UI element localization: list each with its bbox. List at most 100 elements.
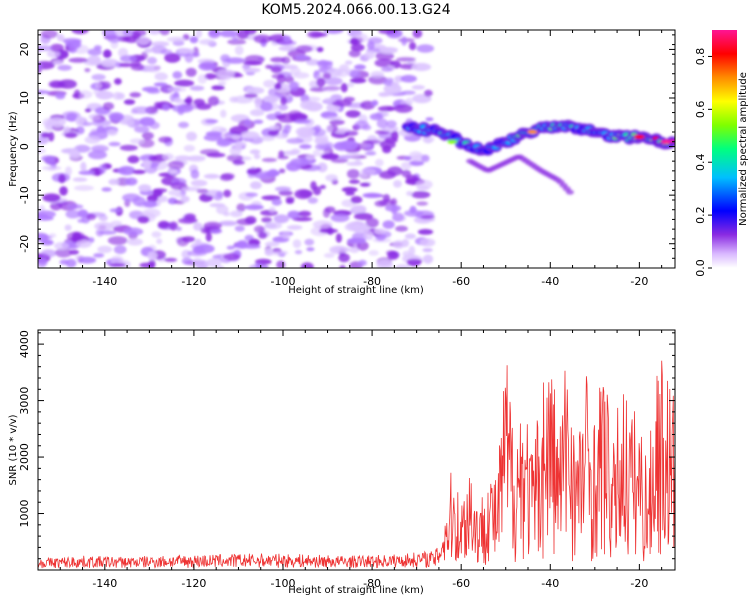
noise-blob (378, 30, 398, 35)
noise-blob (356, 241, 369, 251)
signal-peak (634, 134, 645, 139)
noise-blob (146, 89, 161, 94)
noise-blob (134, 125, 150, 133)
noise-blob (58, 79, 77, 89)
noise-blob (368, 75, 387, 85)
noise-blob (102, 30, 117, 37)
noise-blob (48, 80, 64, 89)
noise-blob (409, 160, 424, 166)
noise-blob (40, 30, 58, 39)
noise-blob (371, 100, 379, 106)
noise-blob (84, 108, 92, 113)
x-tick-label: -20 (630, 275, 648, 288)
noise-blob (78, 256, 97, 264)
noise-blob (98, 230, 117, 235)
noise-blob (38, 210, 56, 218)
noise-blob (197, 74, 208, 84)
noise-blob (317, 59, 329, 69)
noise-blob (240, 131, 260, 140)
noise-blob (65, 166, 72, 177)
noise-blob (294, 250, 303, 255)
noise-blob (158, 136, 172, 143)
noise-blob (297, 127, 314, 138)
noise-blob (422, 254, 434, 264)
noise-blob (368, 250, 379, 256)
noise-blob (184, 52, 194, 63)
noise-blob (220, 109, 227, 118)
noise-blob (292, 217, 313, 222)
noise-blob (236, 203, 246, 212)
noise-blob (244, 204, 264, 211)
noise-blob (226, 154, 243, 162)
noise-blob (339, 265, 346, 268)
noise-blob (195, 30, 203, 38)
noise-blob (173, 97, 182, 102)
noise-blob (42, 193, 61, 202)
y-tick-label: 2000 (18, 443, 31, 471)
noise-blob (234, 225, 245, 232)
noise-blob (157, 220, 170, 229)
noise-blob (364, 51, 375, 60)
noise-blob (38, 232, 49, 242)
noise-blob (68, 45, 78, 54)
noise-blob (72, 177, 88, 182)
noise-blob (264, 94, 280, 103)
noise-blob (156, 238, 163, 245)
noise-blob (379, 140, 396, 149)
noise-blob (395, 225, 408, 232)
noise-blob (205, 131, 223, 137)
noise-blob (420, 215, 435, 220)
noise-blob (221, 173, 235, 180)
y-tick-label: -20 (18, 235, 31, 253)
noise-blob (385, 250, 397, 256)
noise-blob (187, 250, 207, 257)
noise-blob (261, 217, 272, 223)
noise-blob (354, 120, 369, 130)
noise-blob (146, 64, 160, 73)
noise-blob (91, 144, 109, 153)
noise-blob (386, 120, 397, 128)
noise-blob (217, 138, 234, 146)
noise-blob (333, 246, 351, 253)
noise-blob (84, 68, 91, 73)
noise-blob (101, 58, 119, 68)
noise-blob (41, 249, 57, 258)
noise-blob (178, 48, 195, 54)
noise-blob (216, 69, 235, 79)
noise-blob (108, 263, 126, 267)
noise-blob (349, 69, 361, 79)
noise-blob (387, 166, 403, 176)
noise-blob (55, 92, 66, 100)
x-tick-label: -20 (630, 577, 648, 590)
noise-blob (232, 160, 245, 165)
noise-blob (167, 160, 185, 170)
noise-blob (148, 259, 156, 268)
noise-blob (264, 241, 280, 247)
noise-blob (127, 238, 143, 246)
noise-blob (416, 44, 435, 53)
noise-blob (106, 129, 118, 136)
noise-blob (193, 222, 203, 231)
noise-blob (97, 245, 113, 254)
noise-blob (185, 67, 197, 77)
x-tick-label: -100 (271, 577, 296, 590)
noise-blob (159, 30, 170, 36)
x-tick-label: -140 (92, 275, 117, 288)
noise-blob (385, 204, 402, 212)
noise-blob (278, 168, 286, 174)
noise-blob (142, 159, 152, 169)
noise-blob (152, 188, 168, 193)
noise-blob (381, 66, 393, 72)
noise-blob (295, 45, 313, 53)
noise-blob (142, 208, 161, 218)
noise-blob (108, 178, 119, 185)
noise-blob (167, 86, 187, 93)
x-tick-label: -40 (541, 577, 559, 590)
noise-blob (65, 40, 80, 48)
noise-blob (141, 131, 154, 140)
noise-blob (350, 43, 365, 52)
colorbar (712, 30, 737, 268)
noise-blob (417, 229, 434, 235)
noise-blob (189, 36, 199, 44)
